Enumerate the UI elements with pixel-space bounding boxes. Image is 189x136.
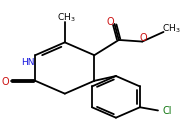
Text: Cl: Cl <box>163 106 172 116</box>
Text: HN: HN <box>21 58 34 67</box>
Text: CH$_3$: CH$_3$ <box>57 11 75 24</box>
Text: O: O <box>2 77 9 87</box>
Text: CH$_3$: CH$_3$ <box>162 23 181 35</box>
Text: O: O <box>106 17 114 27</box>
Text: O: O <box>139 33 147 43</box>
